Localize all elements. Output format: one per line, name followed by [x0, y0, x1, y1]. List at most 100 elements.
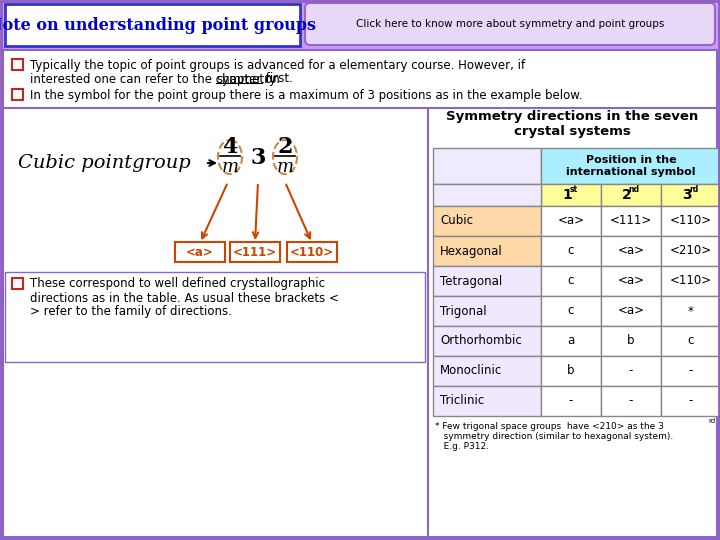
- Text: Position in the
international symbol: Position in the international symbol: [566, 155, 696, 177]
- Text: -: -: [629, 364, 633, 377]
- FancyBboxPatch shape: [661, 266, 720, 296]
- FancyBboxPatch shape: [661, 386, 720, 416]
- Text: <110>: <110>: [670, 214, 712, 227]
- Text: Monoclinic: Monoclinic: [440, 364, 503, 377]
- Text: rd: rd: [689, 186, 698, 194]
- Text: a: a: [567, 334, 575, 348]
- FancyBboxPatch shape: [601, 326, 661, 356]
- Text: directions as in the table. As usual these brackets <: directions as in the table. As usual the…: [30, 292, 339, 305]
- Text: first.: first.: [262, 72, 293, 85]
- Text: E.g. P312.: E.g. P312.: [435, 442, 489, 451]
- Text: c: c: [568, 274, 574, 287]
- FancyBboxPatch shape: [433, 326, 541, 356]
- FancyBboxPatch shape: [541, 206, 601, 236]
- Text: symmetry direction (similar to hexagonal system).: symmetry direction (similar to hexagonal…: [435, 432, 673, 441]
- FancyBboxPatch shape: [541, 266, 601, 296]
- FancyBboxPatch shape: [601, 296, 661, 326]
- Text: b: b: [567, 364, 575, 377]
- Text: 4: 4: [222, 136, 238, 158]
- Text: <a>: <a>: [618, 245, 644, 258]
- FancyBboxPatch shape: [287, 242, 337, 262]
- FancyBboxPatch shape: [5, 272, 425, 362]
- Text: Cubic pointgroup: Cubic pointgroup: [18, 154, 191, 172]
- FancyBboxPatch shape: [12, 89, 23, 100]
- Text: interested one can refer to the chapter on: interested one can refer to the chapter …: [30, 72, 284, 85]
- Text: Trigonal: Trigonal: [440, 305, 487, 318]
- Text: 2: 2: [622, 188, 632, 202]
- Text: c: c: [688, 334, 694, 348]
- Text: <111>: <111>: [233, 246, 277, 259]
- Text: st: st: [570, 186, 578, 194]
- FancyBboxPatch shape: [601, 356, 661, 386]
- FancyBboxPatch shape: [541, 236, 601, 266]
- FancyBboxPatch shape: [3, 50, 717, 537]
- Text: 2: 2: [277, 136, 293, 158]
- FancyBboxPatch shape: [661, 184, 720, 206]
- Text: In the symbol for the point group there is a maximum of 3 positions as in the ex: In the symbol for the point group there …: [30, 89, 582, 102]
- FancyBboxPatch shape: [5, 4, 300, 46]
- Text: <a>: <a>: [618, 305, 644, 318]
- FancyBboxPatch shape: [433, 148, 541, 184]
- FancyBboxPatch shape: [661, 296, 720, 326]
- FancyBboxPatch shape: [601, 386, 661, 416]
- Text: Typically the topic of point groups is advanced for a elementary course. However: Typically the topic of point groups is a…: [30, 58, 525, 71]
- Text: c: c: [568, 245, 574, 258]
- FancyBboxPatch shape: [12, 59, 23, 70]
- Text: Tetragonal: Tetragonal: [440, 274, 503, 287]
- Text: Triclinic: Triclinic: [440, 395, 485, 408]
- Text: <111>: <111>: [610, 214, 652, 227]
- Text: m: m: [276, 158, 294, 176]
- Text: c: c: [568, 305, 574, 318]
- Text: <a>: <a>: [557, 214, 585, 227]
- FancyBboxPatch shape: [661, 356, 720, 386]
- FancyBboxPatch shape: [541, 148, 720, 184]
- Text: 3: 3: [251, 147, 266, 169]
- FancyBboxPatch shape: [433, 236, 541, 266]
- FancyBboxPatch shape: [175, 242, 225, 262]
- Text: Orthorhombic: Orthorhombic: [440, 334, 522, 348]
- Text: -: -: [689, 395, 693, 408]
- Text: Hexagonal: Hexagonal: [440, 245, 503, 258]
- Text: -: -: [689, 364, 693, 377]
- FancyBboxPatch shape: [12, 278, 23, 289]
- FancyBboxPatch shape: [305, 3, 715, 45]
- FancyBboxPatch shape: [541, 386, 601, 416]
- Text: -: -: [629, 395, 633, 408]
- FancyBboxPatch shape: [661, 206, 720, 236]
- Text: 3: 3: [682, 188, 692, 202]
- Text: Cubic: Cubic: [440, 214, 473, 227]
- FancyBboxPatch shape: [433, 356, 541, 386]
- Text: m: m: [222, 158, 238, 176]
- Text: <a>: <a>: [618, 274, 644, 287]
- Text: <110>: <110>: [670, 274, 712, 287]
- Text: Symmetry directions in the seven
crystal systems: Symmetry directions in the seven crystal…: [446, 110, 698, 138]
- FancyBboxPatch shape: [433, 386, 541, 416]
- FancyBboxPatch shape: [541, 296, 601, 326]
- FancyBboxPatch shape: [230, 242, 280, 262]
- Text: <210>: <210>: [670, 245, 712, 258]
- FancyBboxPatch shape: [601, 184, 661, 206]
- FancyBboxPatch shape: [433, 296, 541, 326]
- Text: These correspond to well defined crystallographic: These correspond to well defined crystal…: [30, 278, 325, 291]
- FancyBboxPatch shape: [601, 236, 661, 266]
- Text: -: -: [569, 395, 573, 408]
- Text: Note on understanding point groups: Note on understanding point groups: [0, 17, 316, 33]
- Text: *: *: [688, 305, 694, 318]
- FancyBboxPatch shape: [661, 236, 720, 266]
- Text: 1: 1: [562, 188, 572, 202]
- Text: Click here to know more about symmetry and point groups: Click here to know more about symmetry a…: [356, 19, 664, 29]
- Text: b: b: [627, 334, 635, 348]
- FancyBboxPatch shape: [433, 206, 541, 236]
- FancyBboxPatch shape: [541, 356, 601, 386]
- Text: * Few trigonal space groups  have <210> as the 3: * Few trigonal space groups have <210> a…: [435, 422, 664, 431]
- FancyBboxPatch shape: [541, 184, 601, 206]
- FancyBboxPatch shape: [433, 266, 541, 296]
- Text: > refer to the family of directions.: > refer to the family of directions.: [30, 306, 232, 319]
- Text: nd: nd: [629, 186, 639, 194]
- Text: rd: rd: [708, 418, 715, 424]
- FancyBboxPatch shape: [541, 326, 601, 356]
- Text: <110>: <110>: [290, 246, 334, 259]
- FancyBboxPatch shape: [433, 184, 541, 206]
- FancyBboxPatch shape: [601, 266, 661, 296]
- FancyBboxPatch shape: [601, 206, 661, 236]
